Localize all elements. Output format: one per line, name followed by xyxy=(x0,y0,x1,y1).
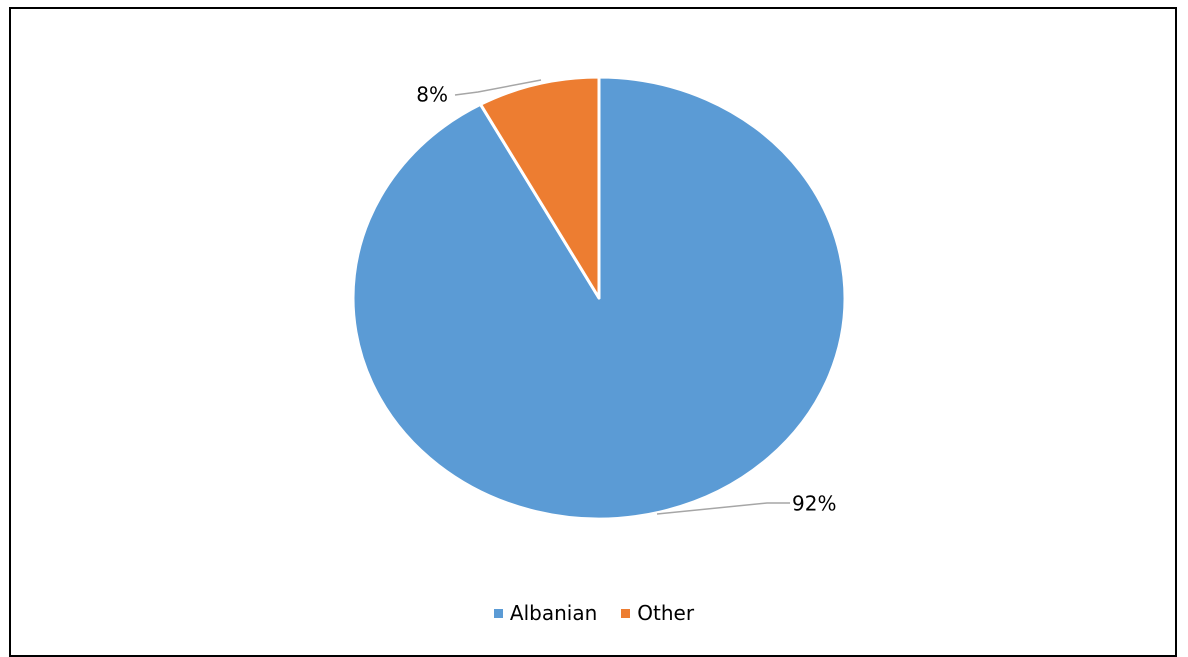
legend-swatch-other xyxy=(621,608,631,618)
legend-label-other: Other xyxy=(637,601,695,625)
leader-line-other xyxy=(454,79,542,96)
pie-slice-other xyxy=(478,75,601,300)
data-label-other: 8% xyxy=(416,83,448,107)
legend-item-other: Other xyxy=(621,601,694,625)
data-label-albanian: 92% xyxy=(792,492,836,516)
leader-line-albanian xyxy=(656,502,790,515)
legend: Albanian Other xyxy=(0,601,1188,625)
legend-label-albanian: Albanian xyxy=(509,601,598,625)
legend-item-albanian: Albanian xyxy=(493,601,598,625)
legend-swatch-albanian xyxy=(493,608,503,618)
